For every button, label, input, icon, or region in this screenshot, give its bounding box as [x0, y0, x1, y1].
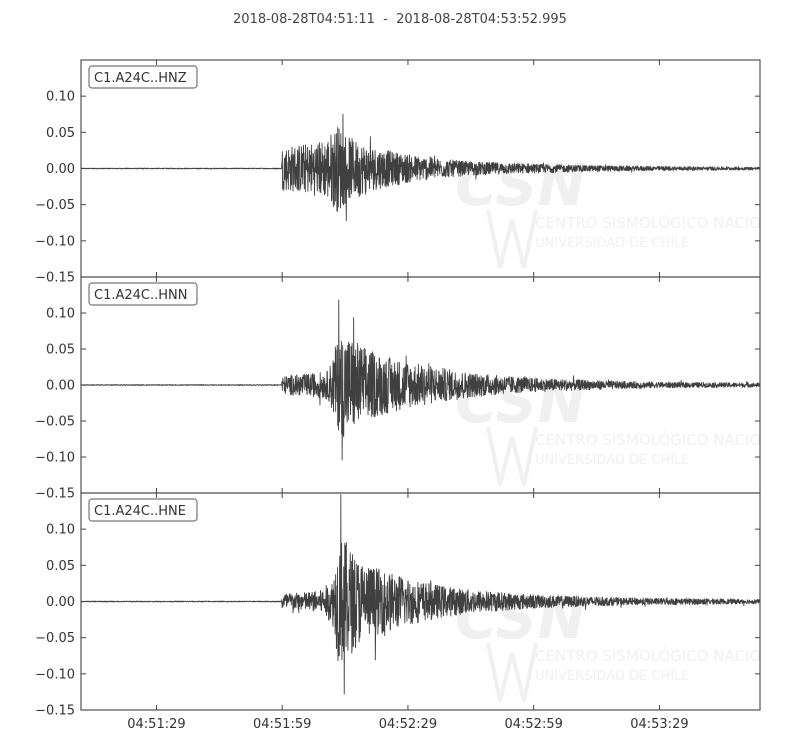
y-tick-label: −0.10 [35, 667, 75, 682]
x-tick-label: 04:51:29 [127, 717, 185, 732]
watermark-w-icon [486, 426, 538, 486]
y-tick-label: 0.00 [46, 379, 75, 394]
watermark-line-1: CENTRO SISMOLÓGICO NACIONAL [535, 213, 792, 232]
x-tick-label: 04:52:29 [379, 717, 437, 732]
y-tick-label: 0.10 [46, 307, 75, 322]
watermark-w-icon [486, 209, 538, 269]
figure-title: 2018-08-28T04:51:11 - 2018-08-28T04:53:5… [233, 12, 567, 27]
y-tick-label: 0.05 [46, 126, 75, 141]
channel-label-box [88, 498, 198, 522]
channel-label-text: C1.A24C..HNZ [94, 71, 187, 86]
channel-label: C1.A24C..HNE [88, 498, 198, 522]
y-tick-label: −0.10 [35, 234, 75, 249]
y-tick-label: −0.10 [35, 451, 75, 466]
y-tick-label: 0.05 [46, 343, 75, 358]
channel-label-box [88, 65, 198, 89]
y-tick-label: −0.05 [35, 631, 75, 646]
watermark-line-1: CENTRO SISMOLÓGICO NACIONAL [535, 646, 792, 665]
y-tick-label: 0.00 [46, 162, 75, 177]
y-tick-label: −0.15 [35, 487, 75, 502]
waveform-trace [81, 494, 760, 695]
y-tick-label: 0.05 [46, 559, 75, 574]
y-tick-label: −0.05 [35, 415, 75, 430]
y-tick-label: 0.10 [46, 90, 75, 105]
x-tick-label: 04:52:59 [504, 717, 562, 732]
channel-label: C1.A24C..HNZ [88, 65, 198, 89]
y-tick-label: −0.15 [35, 704, 75, 719]
channel-label-text: C1.A24C..HNN [94, 288, 187, 303]
y-tick-label: 0.00 [46, 595, 75, 610]
watermark-logo: CSN [455, 151, 586, 219]
x-axis: 04:51:29 04:51:59 04:52:29 04:52:59 04:53:29 [127, 717, 688, 732]
channel-label-text: C1.A24C..HNE [94, 504, 186, 519]
x-tick-label: 04:53:29 [630, 717, 688, 732]
watermark-line-2: UNIVERSIDAD DE CHILE [535, 453, 690, 468]
channel-label-box [88, 282, 198, 306]
watermark-line-2: UNIVERSIDAD DE CHILE [535, 669, 690, 684]
waveform-trace [81, 299, 760, 461]
channel-label: C1.A24C..HNN [88, 282, 198, 306]
watermark-line-1: CENTRO SISMOLÓGICO NACIONAL [535, 430, 792, 449]
x-tick-label: 04:51:59 [253, 717, 311, 732]
watermark-w-icon [486, 642, 538, 702]
waveform-trace [81, 113, 760, 222]
y-tick-label: −0.05 [35, 198, 75, 213]
y-tick-label: −0.15 [35, 271, 75, 286]
watermark-line-2: UNIVERSIDAD DE CHILE [535, 236, 690, 251]
y-tick-label: 0.10 [46, 523, 75, 538]
